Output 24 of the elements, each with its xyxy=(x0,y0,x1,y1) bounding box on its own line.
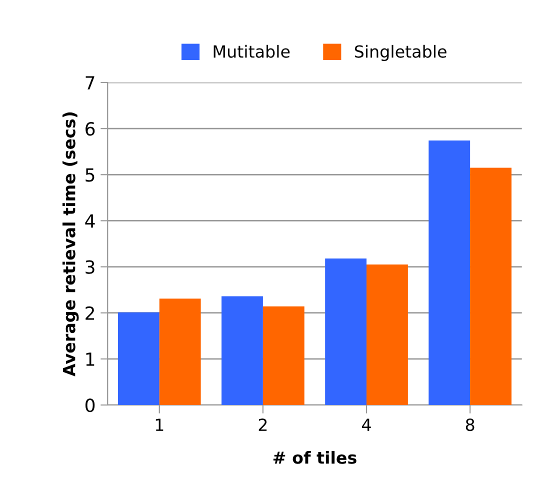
y-tick-label: 4 xyxy=(85,214,95,228)
bar xyxy=(470,168,512,405)
bar xyxy=(222,296,263,405)
y-axis-title: Average retieval time (secs) xyxy=(62,112,79,376)
y-tick-label: 6 xyxy=(86,122,95,136)
y-tick-label: 0 xyxy=(85,398,95,412)
bar xyxy=(118,312,160,405)
legend-label: Singletable xyxy=(354,44,446,62)
x-tick-label: 8 xyxy=(466,418,474,432)
x-axis-title: # of tiles xyxy=(273,450,356,464)
y-tick-label: 1 xyxy=(86,352,94,366)
bar xyxy=(428,140,470,405)
legend-label: Mutitable xyxy=(214,44,290,58)
bar xyxy=(325,258,367,405)
y-tick-label: 7 xyxy=(86,76,94,90)
y-tick-label: 2 xyxy=(86,306,94,320)
y-tick-label: 3 xyxy=(86,260,94,274)
y-tick-label: 5 xyxy=(86,168,94,182)
bar xyxy=(366,264,408,405)
x-tick-label: 4 xyxy=(362,418,371,431)
bar xyxy=(262,306,304,405)
x-tick-label: 2 xyxy=(258,418,267,431)
bar xyxy=(159,298,201,405)
x-tick-label: 1 xyxy=(156,418,164,431)
